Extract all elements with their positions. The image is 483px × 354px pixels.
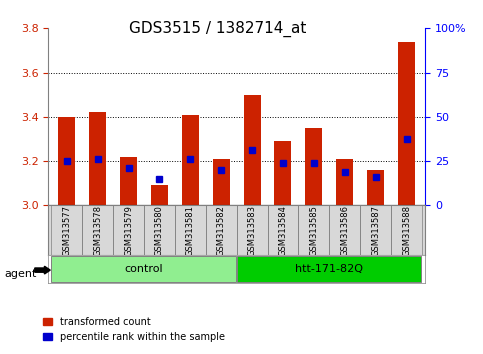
FancyBboxPatch shape bbox=[51, 256, 236, 282]
Bar bbox=[367, 170, 384, 205]
Bar bbox=[274, 141, 291, 205]
Bar bbox=[182, 115, 199, 205]
Text: GSM313584: GSM313584 bbox=[279, 205, 287, 256]
Bar bbox=[89, 113, 106, 205]
Text: GSM313583: GSM313583 bbox=[248, 205, 256, 256]
Text: GSM313586: GSM313586 bbox=[340, 205, 349, 256]
Text: agent: agent bbox=[5, 269, 37, 279]
Text: GSM313580: GSM313580 bbox=[155, 205, 164, 256]
Text: GSM313585: GSM313585 bbox=[310, 205, 318, 256]
Text: GSM313578: GSM313578 bbox=[93, 205, 102, 256]
Bar bbox=[120, 156, 137, 205]
Bar bbox=[151, 185, 168, 205]
Bar bbox=[58, 117, 75, 205]
Text: GSM313587: GSM313587 bbox=[371, 205, 380, 256]
Text: GSM313582: GSM313582 bbox=[217, 205, 226, 256]
Text: htt-171-82Q: htt-171-82Q bbox=[295, 264, 363, 274]
Text: GDS3515 / 1382714_at: GDS3515 / 1382714_at bbox=[128, 21, 306, 38]
Text: control: control bbox=[125, 264, 163, 274]
Bar bbox=[336, 159, 353, 205]
Bar bbox=[213, 159, 230, 205]
Text: GSM313579: GSM313579 bbox=[124, 205, 133, 256]
Text: GSM313588: GSM313588 bbox=[402, 205, 411, 256]
Legend: transformed count, percentile rank within the sample: transformed count, percentile rank withi… bbox=[39, 313, 229, 346]
Text: GSM313577: GSM313577 bbox=[62, 205, 71, 256]
FancyBboxPatch shape bbox=[237, 256, 421, 282]
Text: GSM313581: GSM313581 bbox=[186, 205, 195, 256]
Bar bbox=[243, 95, 261, 205]
Bar bbox=[305, 128, 322, 205]
Bar bbox=[398, 42, 415, 205]
